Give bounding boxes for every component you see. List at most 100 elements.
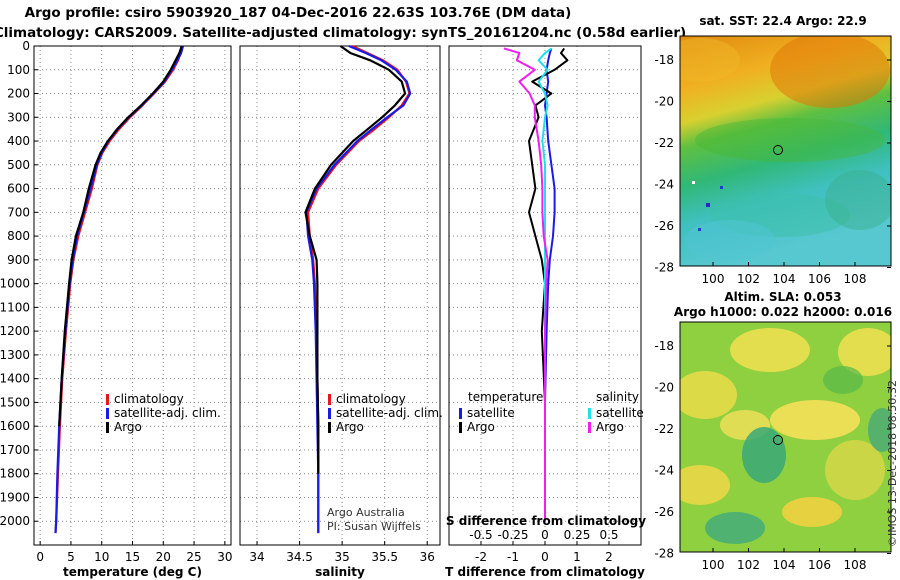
y-tick-label: 1700 bbox=[0, 443, 30, 457]
legend-swatch-satellite bbox=[328, 408, 331, 419]
lon-tick-label: 102 bbox=[737, 272, 760, 286]
x-tick-label: 15 bbox=[125, 550, 140, 564]
x-tick-label: 35 bbox=[334, 550, 349, 564]
lon-tick-label: 106 bbox=[808, 272, 831, 286]
series-line-satellite-adj-clim- bbox=[54, 45, 185, 534]
lat-tick-label: -22 bbox=[654, 136, 674, 150]
legend-swatch-sal-satellite bbox=[588, 408, 591, 419]
lon-tick-label: 100 bbox=[702, 272, 725, 286]
y-tick-label: 1600 bbox=[0, 419, 30, 433]
legend-label-temp-satellite: satellite bbox=[467, 406, 515, 420]
x-tick-label: 0 bbox=[541, 550, 549, 564]
sst-map-frame bbox=[679, 35, 892, 267]
x-tick-label: 10 bbox=[94, 550, 109, 564]
x-tick-label: 30 bbox=[217, 550, 232, 564]
lat-tick-label: -28 bbox=[654, 547, 674, 561]
series-line-argo bbox=[304, 45, 407, 474]
temperature-panel: 0 5 10 15 20 25 30 temperature (deg C) 0 100 200 30… bbox=[0, 39, 232, 579]
legend-swatch-temp-satellite bbox=[459, 408, 462, 419]
lat-tick-label: -26 bbox=[654, 219, 674, 233]
y-tick-label: 400 bbox=[7, 134, 30, 148]
lat-tick-label: -20 bbox=[654, 381, 674, 395]
legend-label-satellite: satellite-adj. clim. bbox=[336, 406, 443, 420]
series-line-satellite-adj-clim- bbox=[305, 44, 412, 534]
x-axis-label: salinity bbox=[315, 565, 365, 579]
legend-swatch-climatology bbox=[106, 394, 109, 405]
series-line-climatology bbox=[307, 45, 411, 534]
lat-tick-label: -24 bbox=[654, 178, 674, 192]
lon-tick-label: 108 bbox=[844, 272, 867, 286]
x-tick-label: 20 bbox=[156, 550, 171, 564]
series-line-temperature-argo bbox=[528, 47, 569, 522]
y-tick-label: 700 bbox=[7, 205, 30, 219]
y-tick-label: 600 bbox=[7, 182, 30, 196]
x-tick-label: -2 bbox=[475, 550, 487, 564]
x-tick-label: 36 bbox=[420, 550, 435, 564]
sst-map: sat. SST: 22.4 Argo: 22.9 -18 -20 -22 -24 -2… bbox=[654, 14, 892, 286]
lat-tick-label: -26 bbox=[654, 505, 674, 519]
credit-line-1: Argo Australia bbox=[327, 506, 405, 519]
sla-map-frame bbox=[679, 321, 892, 553]
lon-tick-label: 108 bbox=[844, 558, 867, 572]
x-tick-label: -1 bbox=[507, 550, 519, 564]
x-tick-label: 35.5 bbox=[371, 550, 398, 564]
y-tick-label: 1800 bbox=[0, 467, 30, 481]
lat-tick-label: -18 bbox=[654, 339, 674, 353]
secondary-tick-label: 0 bbox=[541, 528, 549, 542]
secondary-axis-label: S difference from climatology bbox=[446, 514, 646, 528]
legend-swatch-climatology bbox=[328, 394, 331, 405]
secondary-tick-label: 0.5 bbox=[599, 528, 618, 542]
legend-swatch-argo bbox=[106, 422, 109, 433]
legend-label-satellite: satellite-adj. clim. bbox=[114, 406, 221, 420]
y-tick-label: 100 bbox=[7, 63, 30, 77]
x-tick-label: 1 bbox=[573, 550, 581, 564]
y-tick-label: 900 bbox=[7, 253, 30, 267]
lon-tick-label: 104 bbox=[773, 272, 796, 286]
salinity-panel: 34 34.5 35 35.5 36 salinity bbox=[239, 44, 441, 579]
x-tick-label: 34 bbox=[249, 550, 264, 564]
secondary-tick-label: 0.25 bbox=[564, 528, 591, 542]
plot-frame bbox=[239, 45, 441, 546]
y-tick-label: 2000 bbox=[0, 514, 30, 528]
lon-tick-label: 106 bbox=[808, 558, 831, 572]
argo-float-marker bbox=[773, 435, 783, 445]
legend-swatch-sal-argo bbox=[588, 422, 591, 433]
figure-title-line-1: Argo profile: csiro 5903920_187 04-Dec-2… bbox=[25, 5, 572, 21]
legend-swatch-satellite bbox=[106, 408, 109, 419]
y-tick-label: 1900 bbox=[0, 490, 30, 504]
x-tick-label: 0 bbox=[36, 550, 44, 564]
y-tick-label: 1100 bbox=[0, 300, 30, 314]
lat-tick-label: -20 bbox=[654, 95, 674, 109]
figure-title-line-2: Climatology: CARS2009. Satellite-adjuste… bbox=[0, 25, 686, 41]
legend-label-sal-satellite: satellite bbox=[596, 406, 644, 420]
difference-legend: temperature salinity satellite Argo sate… bbox=[459, 390, 644, 434]
temperature-legend: climatology satellite-adj. clim. Argo bbox=[106, 392, 221, 434]
y-tick-label: 1200 bbox=[0, 324, 30, 338]
legend-header-salinity: salinity bbox=[596, 390, 639, 404]
x-tick-label: 25 bbox=[186, 550, 201, 564]
x-axis-label: temperature (deg C) bbox=[63, 565, 202, 579]
argo-float-marker bbox=[773, 145, 783, 155]
legend-label-argo: Argo bbox=[114, 420, 142, 434]
series-line-climatology bbox=[54, 45, 183, 534]
x-tick-label: 5 bbox=[67, 550, 75, 564]
legend-header-temperature: temperature bbox=[468, 390, 543, 404]
imos-watermark: ©IMOS 13-Dec-2018 08:50:32 bbox=[886, 380, 899, 547]
y-tick-label: 200 bbox=[7, 87, 30, 101]
y-tick-label: 800 bbox=[7, 229, 30, 243]
secondary-tick-label: -0.25 bbox=[497, 528, 528, 542]
legend-label-sal-argo: Argo bbox=[596, 420, 624, 434]
lat-tick-label: -28 bbox=[654, 261, 674, 275]
lat-tick-label: -22 bbox=[654, 422, 674, 436]
y-tick-label: 1500 bbox=[0, 395, 30, 409]
lon-tick-label: 100 bbox=[702, 558, 725, 572]
x-tick-label: 2 bbox=[605, 550, 613, 564]
y-tick-label: 300 bbox=[7, 110, 30, 124]
y-tick-label: 500 bbox=[7, 158, 30, 172]
lon-tick-label: 102 bbox=[737, 558, 760, 572]
secondary-tick-label: -0.5 bbox=[469, 528, 492, 542]
y-tick-label: 1000 bbox=[0, 277, 30, 291]
lat-tick-label: -18 bbox=[654, 53, 674, 67]
salinity-legend: climatology satellite-adj. clim. Argo bbox=[328, 392, 443, 434]
